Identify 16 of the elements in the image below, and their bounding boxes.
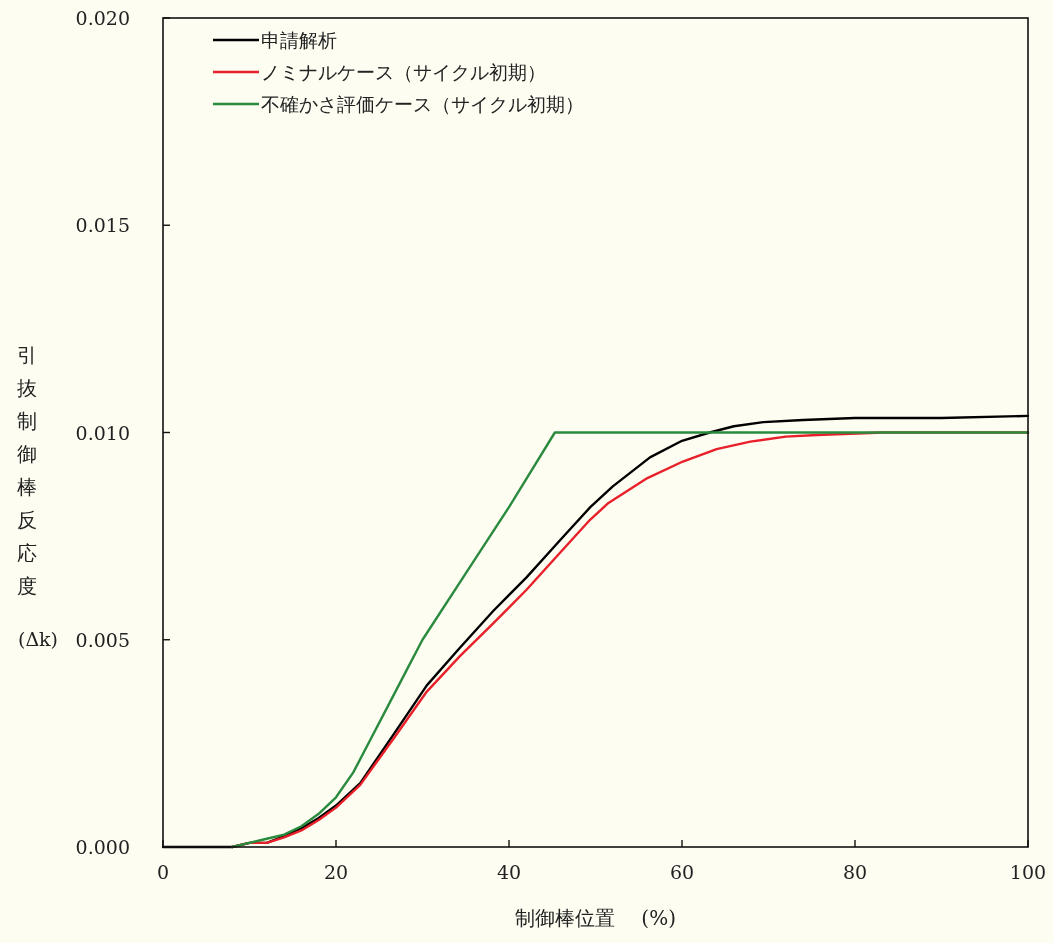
y-tick-label: 0.015	[75, 214, 130, 237]
x-axis-title: 制御棒位置 (%)	[515, 906, 676, 930]
y-tick-label: 0.010	[75, 421, 130, 444]
x-tick-label: 80	[842, 861, 868, 883]
x-tick-label: 60	[669, 861, 695, 883]
text: 引抜制御棒反応度 (Δk)	[17, 343, 59, 650]
y-tick-label: 0.005	[75, 628, 130, 651]
y-tick-label: 0.000	[75, 836, 130, 858]
x-tick-label: 20	[323, 861, 349, 883]
x-tick-label: 40	[496, 861, 522, 883]
y-tick-label: 0.020	[75, 7, 130, 29]
legend-label: 不確かさ評価ケース（サイクル初期）	[261, 93, 584, 115]
legend-label: 申請解析	[261, 29, 337, 51]
legend-label: ノミナルケース（サイクル初期）	[261, 61, 546, 83]
x-tick-label: 100	[1009, 861, 1047, 883]
x-tick-label: 0	[156, 861, 170, 883]
